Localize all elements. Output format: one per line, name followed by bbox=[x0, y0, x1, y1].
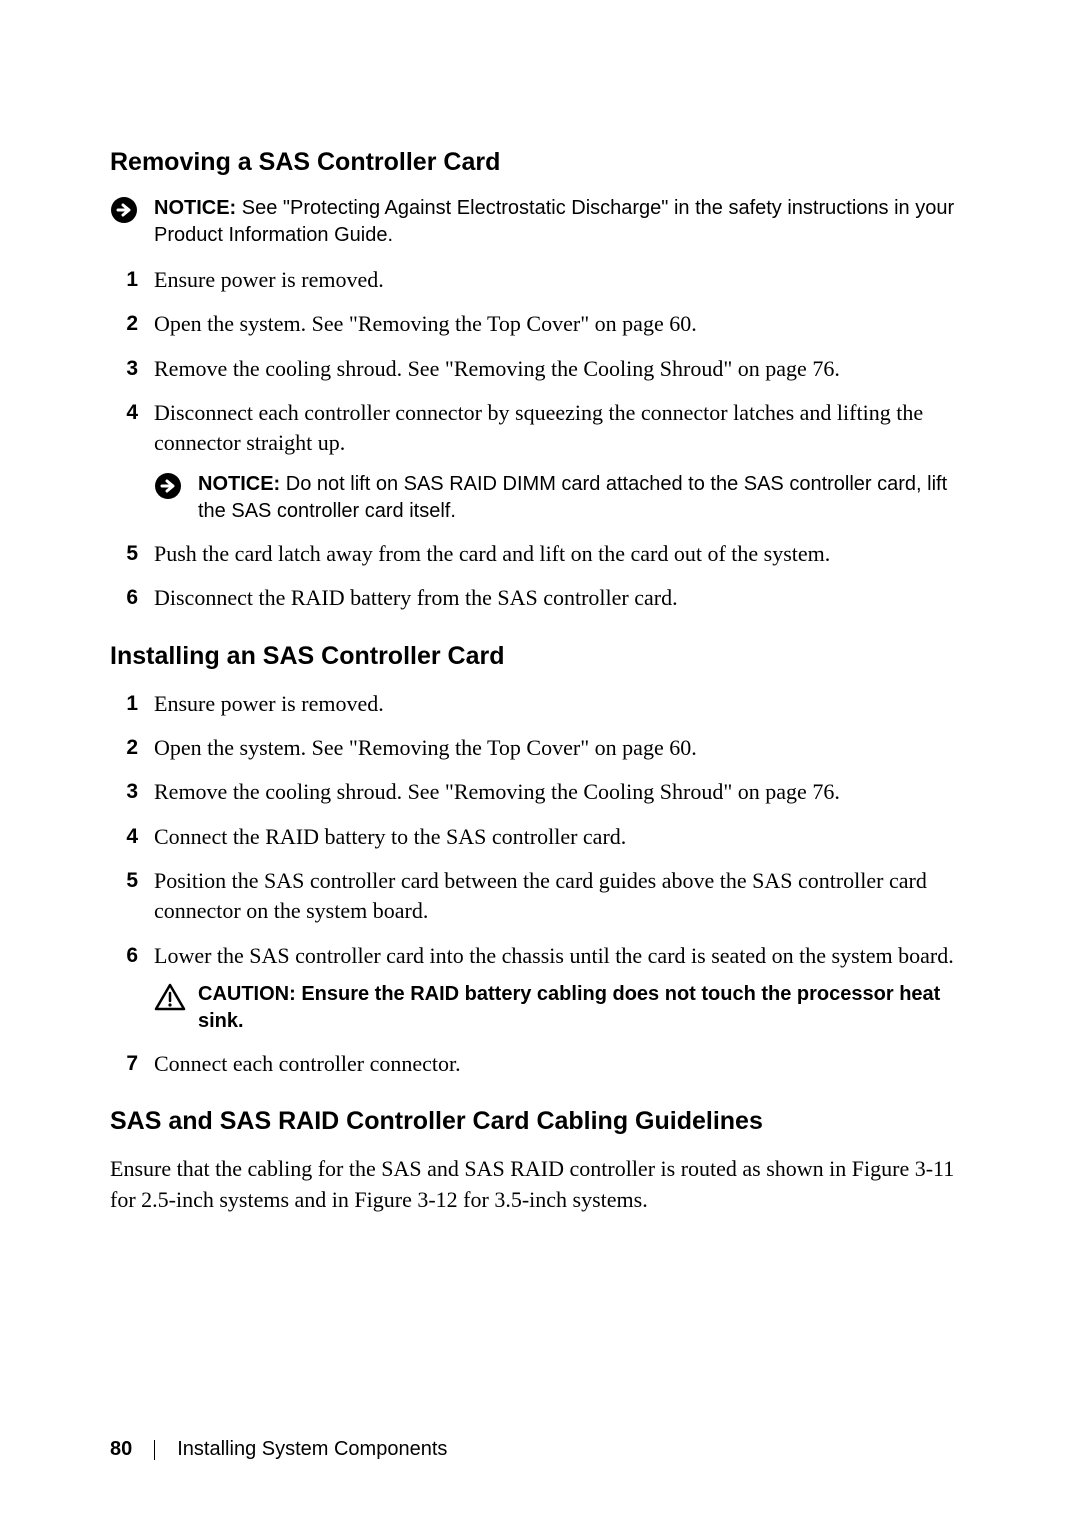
heading-cabling: SAS and SAS RAID Controller Card Cabling… bbox=[110, 1107, 970, 1136]
caution-block: CAUTION: Ensure the RAID battery cabling… bbox=[154, 981, 970, 1035]
steps-installing: Ensure power is removed. Open the system… bbox=[110, 689, 970, 1080]
page-number: 80 bbox=[110, 1438, 132, 1461]
footer-text: Installing System Components bbox=[177, 1438, 447, 1461]
notice-body: See "Protecting Against Electrostatic Di… bbox=[154, 197, 954, 246]
step-item: Lower the SAS controller card into the c… bbox=[110, 941, 970, 1035]
page-footer: 80 Installing System Components bbox=[110, 1438, 447, 1461]
notice-label: NOTICE: bbox=[198, 473, 280, 495]
section-removing-sas: Removing a SAS Controller Card NOTICE: S… bbox=[110, 148, 970, 614]
step-item: Push the card latch away from the card a… bbox=[110, 539, 970, 569]
notice-arrow-icon bbox=[110, 196, 138, 224]
nested-notice-block: NOTICE: Do not lift on SAS RAID DIMM car… bbox=[154, 471, 970, 525]
caution-triangle-icon bbox=[154, 983, 186, 1011]
step-text: Disconnect each controller connector by … bbox=[154, 400, 923, 455]
step-item: Connect each controller connector. bbox=[110, 1049, 970, 1079]
body-paragraph: Ensure that the cabling for the SAS and … bbox=[110, 1154, 970, 1216]
notice-text: NOTICE: See "Protecting Against Electros… bbox=[154, 195, 970, 249]
step-item: Open the system. See "Removing the Top C… bbox=[110, 309, 970, 339]
heading-installing: Installing an SAS Controller Card bbox=[110, 642, 970, 671]
step-item: Ensure power is removed. bbox=[110, 265, 970, 295]
caution-text: CAUTION: Ensure the RAID battery cabling… bbox=[198, 981, 970, 1035]
notice-label: NOTICE: bbox=[154, 197, 236, 219]
notice-block-esd: NOTICE: See "Protecting Against Electros… bbox=[110, 195, 970, 249]
section-cabling-guidelines: SAS and SAS RAID Controller Card Cabling… bbox=[110, 1107, 970, 1216]
step-item: Ensure power is removed. bbox=[110, 689, 970, 719]
nested-notice-text: NOTICE: Do not lift on SAS RAID DIMM car… bbox=[198, 471, 970, 525]
step-item: Remove the cooling shroud. See "Removing… bbox=[110, 354, 970, 384]
step-item: Open the system. See "Removing the Top C… bbox=[110, 733, 970, 763]
step-item: Remove the cooling shroud. See "Removing… bbox=[110, 777, 970, 807]
steps-removing: Ensure power is removed. Open the system… bbox=[110, 265, 970, 614]
step-item: Disconnect each controller connector by … bbox=[110, 398, 970, 525]
notice-arrow-icon bbox=[154, 472, 182, 500]
caution-body: Ensure the RAID battery cabling does not… bbox=[198, 983, 940, 1032]
section-installing-sas: Installing an SAS Controller Card Ensure… bbox=[110, 642, 970, 1080]
document-page: Removing a SAS Controller Card NOTICE: S… bbox=[0, 0, 1080, 1216]
footer-separator bbox=[154, 1440, 155, 1460]
heading-removing: Removing a SAS Controller Card bbox=[110, 148, 970, 177]
step-item: Disconnect the RAID battery from the SAS… bbox=[110, 583, 970, 613]
step-text: Lower the SAS controller card into the c… bbox=[154, 943, 954, 968]
notice-body: Do not lift on SAS RAID DIMM card attach… bbox=[198, 473, 947, 522]
step-item: Connect the RAID battery to the SAS cont… bbox=[110, 822, 970, 852]
caution-label: CAUTION: bbox=[198, 983, 296, 1005]
step-item: Position the SAS controller card between… bbox=[110, 866, 970, 927]
